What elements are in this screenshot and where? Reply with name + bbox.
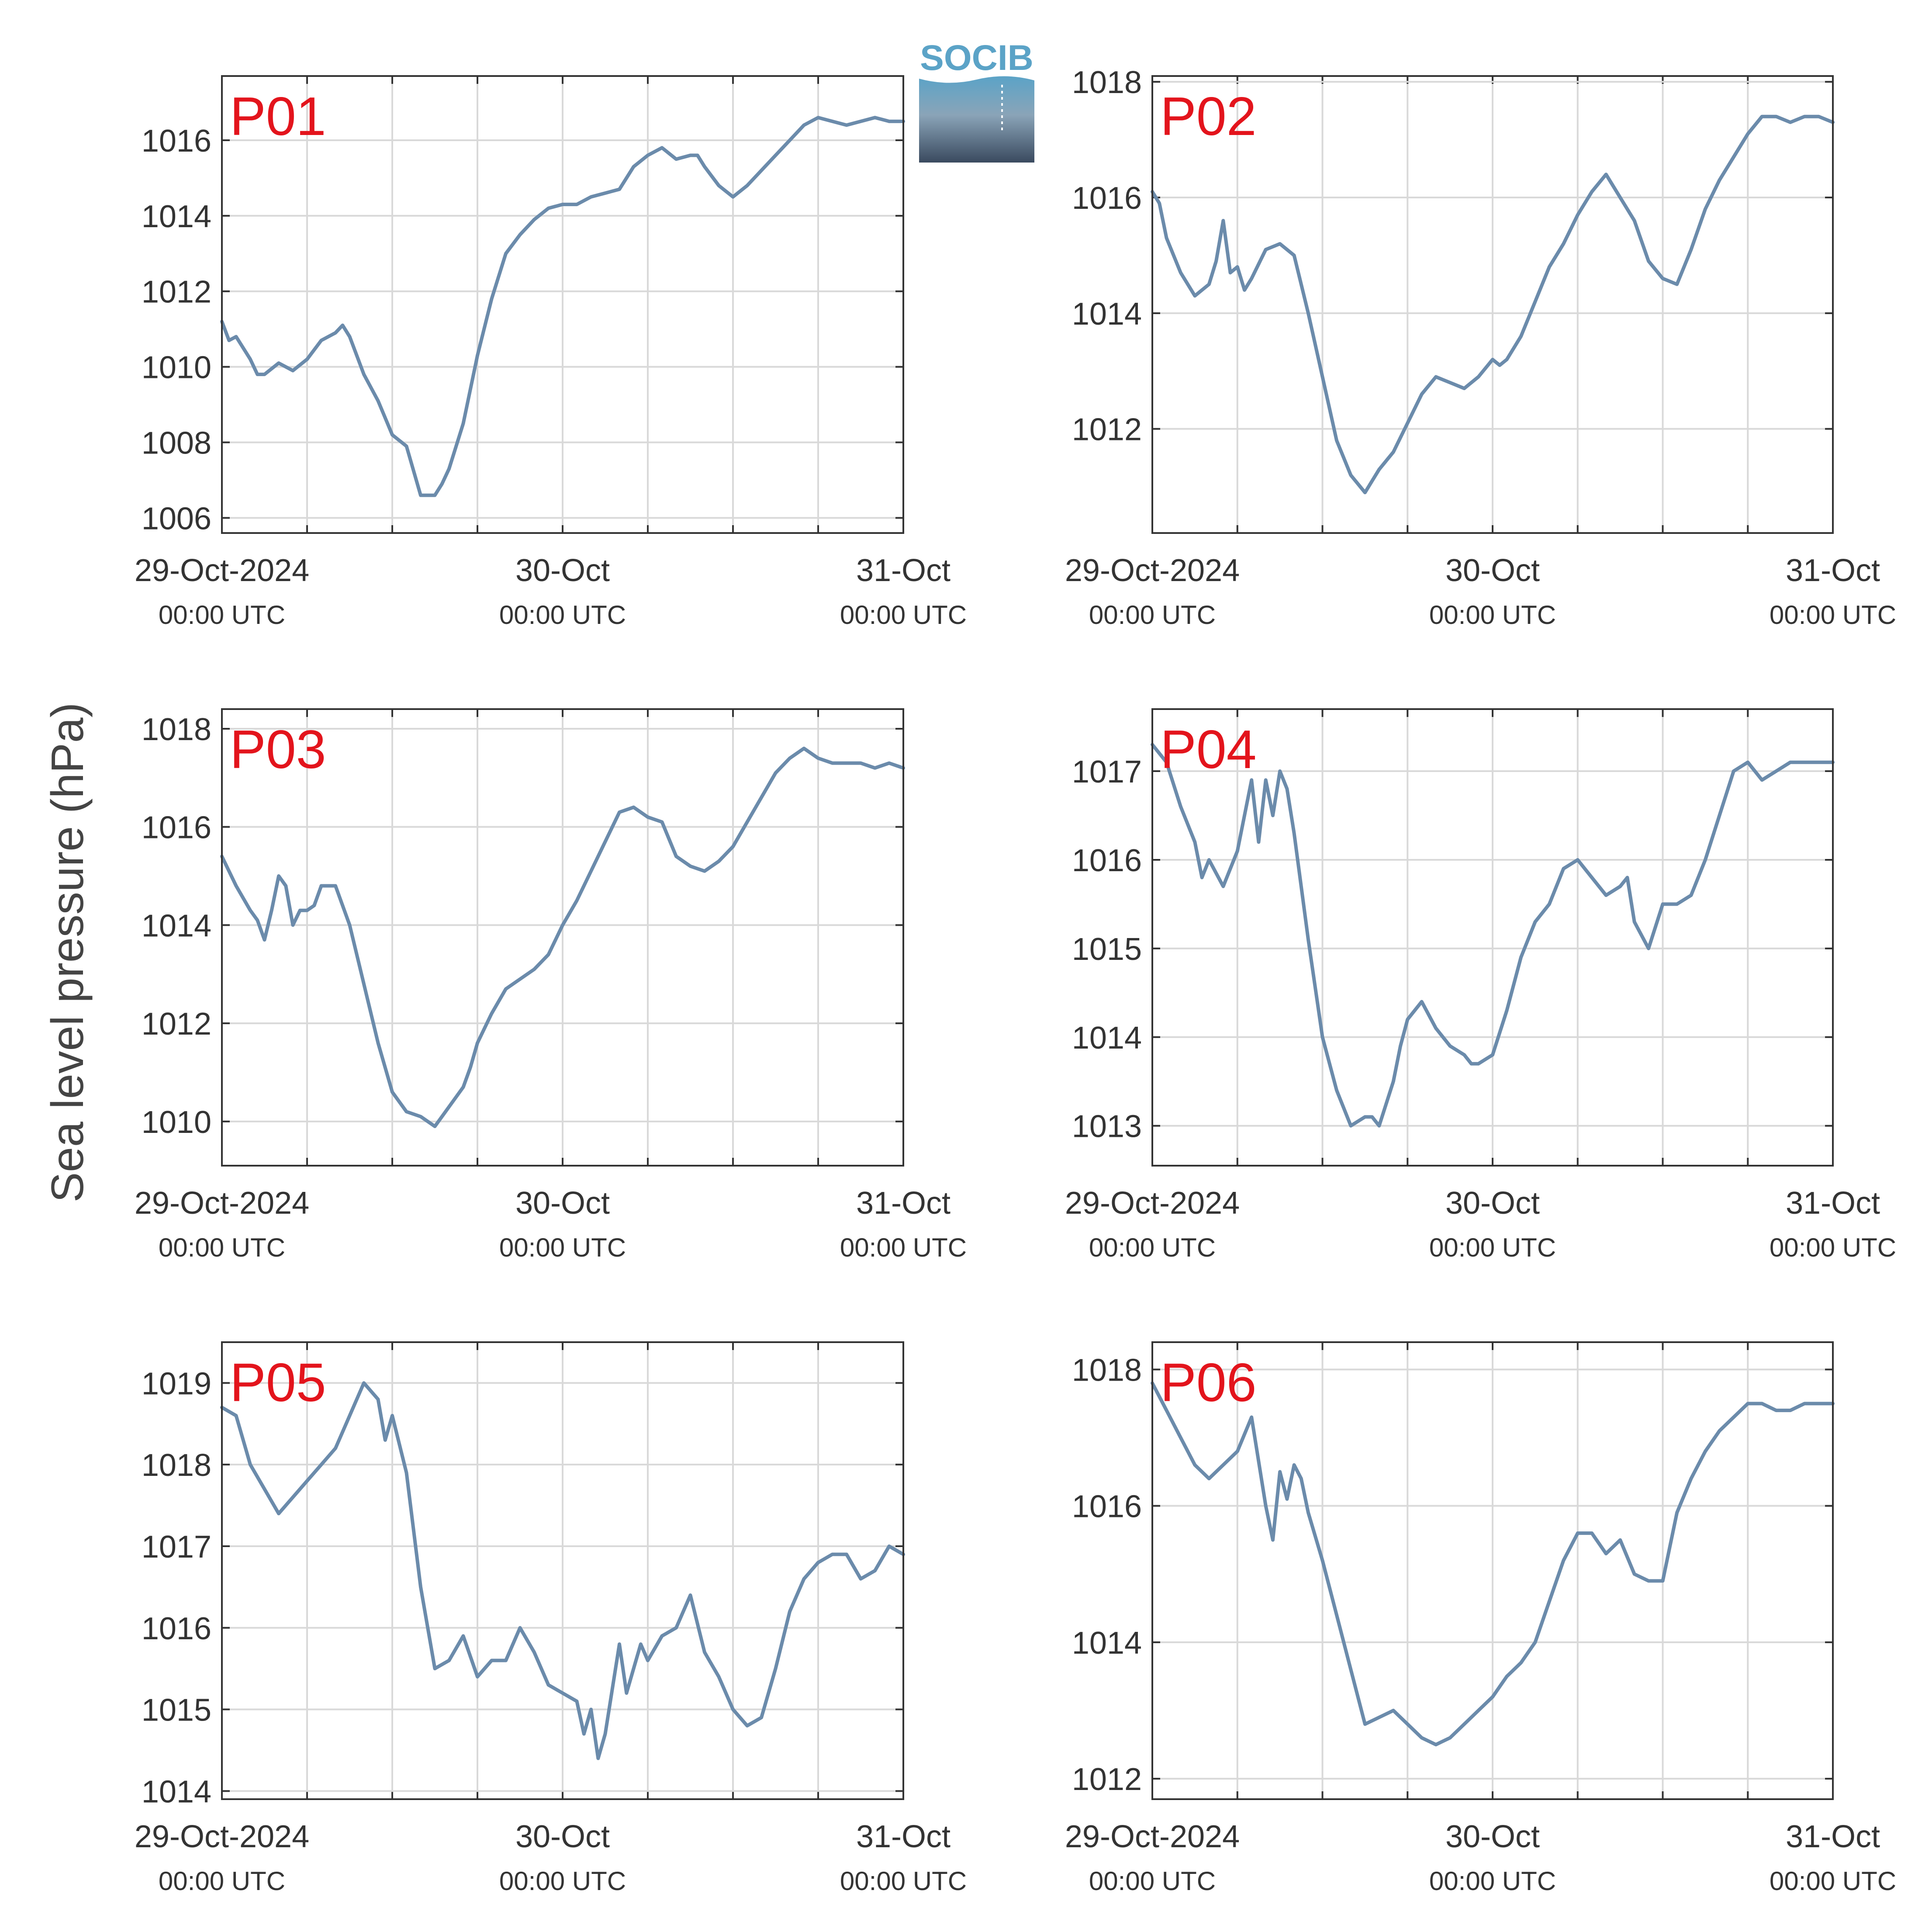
axes-frame <box>221 75 904 534</box>
x-tick-sublabel: 00:00 UTC <box>840 1866 967 1896</box>
panel-label: P01 <box>230 87 326 147</box>
x-tick-label: 29-Oct-2024 <box>135 1186 309 1221</box>
x-tick-label: 30-Oct <box>1445 553 1540 588</box>
y-tick-label: 1014 <box>142 1774 211 1809</box>
x-tick-label: 31-Oct <box>1786 1186 1880 1221</box>
x-tick-sublabel: 00:00 UTC <box>159 1866 285 1896</box>
y-tick-label: 1014 <box>1072 297 1142 332</box>
x-tick-label: 29-Oct-2024 <box>135 553 309 588</box>
x-tick-sublabel: 00:00 UTC <box>159 1233 285 1262</box>
panel-p04: 1013 1014 1015 1016 1017 29-Oct-2024 00:00 UTC… <box>1065 708 1896 1262</box>
axes-frame <box>1151 708 1834 1167</box>
x-tick-sublabel: 00:00 UTC <box>499 1233 626 1262</box>
pressure-series-line <box>220 746 905 1129</box>
y-tick-label: 1018 <box>142 712 211 747</box>
y-tick-label: 1016 <box>1072 1489 1142 1524</box>
x-tick-label: 31-Oct <box>856 553 951 588</box>
y-tick-label: 1016 <box>1072 181 1142 216</box>
x-tick-sublabel: 00:00 UTC <box>1089 1866 1216 1896</box>
panel-p03: 1010 1012 1014 1016 1018 29-Oct-2024 00:00 UTC… <box>135 708 967 1262</box>
x-tick-label: 30-Oct <box>515 1186 610 1221</box>
y-tick-label: 1013 <box>1072 1109 1142 1144</box>
x-tick-sublabel: 00:00 UTC <box>1429 600 1556 630</box>
x-tick-label: 30-Oct <box>515 553 610 588</box>
pressure-series-line <box>1151 743 1835 1128</box>
panel-p02: 1012 1014 1016 1018 29-Oct-2024 00:00 UTC 30-O… <box>1065 65 1896 630</box>
x-tick-sublabel: 00:00 UTC <box>1429 1233 1556 1262</box>
x-tick-label: 29-Oct-2024 <box>1065 1186 1240 1221</box>
pressure-series-line <box>1151 114 1835 495</box>
x-tick-label: 30-Oct <box>1445 1819 1540 1854</box>
y-tick-label: 1018 <box>142 1448 211 1483</box>
pressure-series-line <box>1151 1381 1835 1747</box>
axes-frame <box>221 1341 904 1800</box>
x-tick-sublabel: 00:00 UTC <box>840 1233 967 1262</box>
x-tick-label: 29-Oct-2024 <box>1065 553 1240 588</box>
y-tick-label: 1017 <box>1072 755 1142 789</box>
axes-frame <box>1151 1341 1834 1800</box>
pressure-series-line <box>220 1381 905 1760</box>
logo-text: SOCIB <box>920 44 1034 78</box>
y-axis-label: Sea level pressure (hPa) <box>42 703 93 1203</box>
panel-label: P02 <box>1160 87 1257 147</box>
y-tick-label: 1016 <box>142 810 211 845</box>
y-tick-label: 1014 <box>142 908 211 943</box>
x-tick-label: 31-Oct <box>1786 553 1880 588</box>
panel-p05: 1014 1015 1016 1017 1018 1019 29-Oct-2024 00:00… <box>135 1341 967 1896</box>
x-tick-sublabel: 00:00 UTC <box>1089 1233 1216 1262</box>
y-tick-label: 1012 <box>1072 412 1142 447</box>
y-tick-label: 1015 <box>142 1693 211 1728</box>
x-tick-sublabel: 00:00 UTC <box>159 600 285 630</box>
y-tick-label: 1012 <box>142 275 211 310</box>
x-tick-sublabel: 00:00 UTC <box>1770 1233 1896 1262</box>
y-tick-label: 1015 <box>1072 932 1142 967</box>
y-tick-label: 1016 <box>1072 843 1142 878</box>
y-tick-label: 1014 <box>1072 1021 1142 1056</box>
panel-label: P05 <box>230 1353 326 1413</box>
y-tick-label: 1018 <box>1072 65 1142 100</box>
x-tick-label: 29-Oct-2024 <box>1065 1819 1240 1854</box>
socib-logo: SOCIB <box>919 44 1034 163</box>
y-tick-label: 1010 <box>142 1105 211 1140</box>
y-tick-label: 1019 <box>142 1366 211 1401</box>
panel-label: P04 <box>1160 720 1257 780</box>
x-tick-sublabel: 00:00 UTC <box>1770 1866 1896 1896</box>
x-tick-label: 29-Oct-2024 <box>135 1819 309 1854</box>
x-tick-label: 31-Oct <box>1786 1819 1880 1854</box>
y-tick-label: 1014 <box>142 199 211 234</box>
x-tick-sublabel: 00:00 UTC <box>1770 600 1896 630</box>
y-tick-label: 1016 <box>142 124 211 159</box>
x-tick-sublabel: 00:00 UTC <box>1429 1866 1556 1896</box>
y-tick-label: 1016 <box>142 1611 211 1646</box>
panel-label: P06 <box>1160 1353 1257 1413</box>
y-tick-label: 1010 <box>142 350 211 385</box>
axes-frame <box>1151 75 1834 534</box>
x-tick-label: 31-Oct <box>856 1819 951 1854</box>
panel-label: P03 <box>230 720 326 780</box>
y-tick-label: 1006 <box>142 501 211 536</box>
x-tick-label: 31-Oct <box>856 1186 951 1221</box>
x-tick-label: 30-Oct <box>1445 1186 1540 1221</box>
axes-frame <box>221 708 904 1167</box>
x-tick-sublabel: 00:00 UTC <box>499 1866 626 1896</box>
x-tick-sublabel: 00:00 UTC <box>499 600 626 630</box>
y-tick-label: 1012 <box>142 1007 211 1042</box>
x-tick-label: 30-Oct <box>515 1819 610 1854</box>
pressure-series-line <box>220 116 905 497</box>
y-tick-label: 1008 <box>142 426 211 461</box>
x-tick-sublabel: 00:00 UTC <box>1089 600 1216 630</box>
y-tick-label: 1018 <box>1072 1353 1142 1388</box>
y-tick-label: 1012 <box>1072 1762 1142 1797</box>
x-tick-sublabel: 00:00 UTC <box>840 600 967 630</box>
y-tick-label: 1014 <box>1072 1626 1142 1661</box>
panel-p06: 1012 1014 1016 1018 29-Oct-2024 00:00 UTC 30-O… <box>1065 1341 1896 1896</box>
panels: 1006 1008 1010 1012 1014 1016 29-Oct-2024 00:00… <box>135 65 1896 1896</box>
y-tick-label: 1017 <box>142 1530 211 1565</box>
panel-p01: 1006 1008 1010 1012 1014 1016 29-Oct-2024 00:00… <box>135 75 967 630</box>
